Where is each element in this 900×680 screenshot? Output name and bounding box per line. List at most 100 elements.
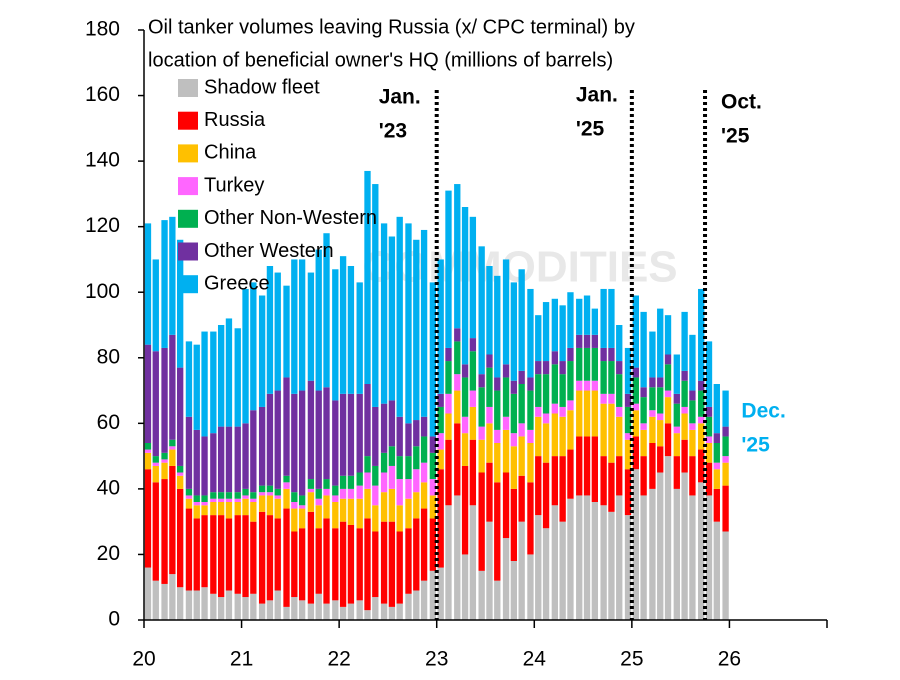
bar-segment bbox=[364, 610, 371, 620]
bar-segment bbox=[469, 351, 477, 391]
bar-segment bbox=[210, 502, 217, 516]
legend-swatch bbox=[178, 144, 198, 163]
bar-segment bbox=[600, 456, 607, 506]
bar-segment bbox=[608, 347, 615, 362]
bar-segment bbox=[283, 475, 290, 483]
bar-segment bbox=[583, 436, 591, 496]
bar-segment bbox=[624, 406, 632, 434]
bar-segment bbox=[722, 456, 729, 463]
bar-segment bbox=[478, 472, 485, 571]
bar-segment bbox=[689, 495, 696, 620]
bar-segment bbox=[364, 518, 371, 611]
bar-segment bbox=[469, 390, 477, 407]
bar-segment bbox=[185, 508, 193, 591]
bar-segment bbox=[169, 439, 176, 447]
bar-segment bbox=[201, 495, 208, 502]
annotation-label: '25 bbox=[576, 118, 605, 141]
bar-segment bbox=[176, 475, 184, 489]
bar-segment bbox=[576, 436, 583, 496]
bar-segment bbox=[234, 492, 241, 499]
bar-segment bbox=[445, 505, 452, 620]
bar-segment bbox=[518, 269, 525, 371]
bar-segment bbox=[347, 475, 355, 489]
bar-segment bbox=[298, 508, 306, 529]
bar-segment bbox=[405, 423, 412, 457]
bar-segment bbox=[388, 236, 396, 401]
bar-segment bbox=[364, 472, 371, 489]
bar-segment bbox=[591, 347, 599, 381]
bar-segment bbox=[567, 292, 574, 348]
bar-segment bbox=[388, 521, 396, 607]
legend: Shadow fleet Russia China Turkey Other Non-W… bbox=[178, 76, 377, 294]
bar-segment bbox=[689, 390, 696, 401]
bar-segment bbox=[274, 498, 281, 519]
bar-segment bbox=[527, 554, 534, 620]
bar-segment bbox=[283, 606, 290, 620]
bar-segment bbox=[713, 433, 720, 443]
bar-segment bbox=[169, 574, 176, 620]
axes: 0 20 40 60 80 100 120 140 160 180 20 21 22 23 24 25 26 bbox=[85, 18, 828, 671]
bar-segment bbox=[518, 521, 525, 620]
bar-segment bbox=[315, 498, 322, 506]
bar-segment bbox=[486, 521, 493, 620]
bar-segment bbox=[388, 446, 396, 466]
bar-segment bbox=[657, 446, 664, 473]
bar-segment bbox=[242, 597, 249, 620]
bar-segment bbox=[169, 465, 176, 575]
bar-segment bbox=[266, 485, 274, 493]
bar-segment bbox=[347, 498, 355, 525]
bar-segment bbox=[356, 472, 363, 486]
bar-segment bbox=[518, 436, 525, 476]
annotation-label: Jan. bbox=[576, 84, 618, 107]
bar-segment bbox=[608, 288, 615, 348]
bar-segment bbox=[632, 410, 639, 437]
bar-segment bbox=[217, 426, 225, 493]
bar-segment bbox=[274, 590, 281, 620]
bar-segment bbox=[673, 354, 680, 394]
bar-segment bbox=[664, 456, 672, 620]
bar-segment bbox=[445, 413, 452, 440]
bar-segment bbox=[445, 190, 452, 348]
bar-segment bbox=[640, 397, 647, 424]
bar-segment bbox=[315, 249, 322, 391]
bar-segment bbox=[551, 403, 559, 414]
annotation-label: Dec. bbox=[741, 400, 785, 423]
bar-segment bbox=[494, 275, 501, 378]
bar-segment bbox=[210, 492, 217, 499]
y-tick-label: 160 bbox=[85, 83, 120, 106]
bar-segment bbox=[445, 393, 452, 414]
bar-segment bbox=[364, 170, 371, 384]
bar-segment bbox=[616, 406, 623, 417]
bar-segment bbox=[664, 354, 672, 365]
bar-segment bbox=[298, 505, 306, 509]
annotations: Jan. '23 Jan. '25 Oct. '25 Dec. '25 bbox=[379, 84, 786, 620]
bar-segment bbox=[193, 590, 200, 620]
x-tick-label: 25 bbox=[620, 648, 643, 671]
bar-segment bbox=[518, 384, 525, 424]
bar-segment bbox=[291, 508, 298, 532]
bar-segment bbox=[161, 479, 168, 584]
bar-segment bbox=[600, 288, 607, 348]
bar-segment bbox=[640, 429, 647, 457]
bar-segment bbox=[542, 374, 550, 414]
bar-segment bbox=[185, 341, 193, 417]
bar-segment bbox=[494, 390, 501, 430]
annotation-label: Oct. bbox=[721, 91, 762, 114]
bar-segment bbox=[405, 479, 412, 499]
bar-segment bbox=[364, 384, 371, 457]
bar-segment bbox=[542, 413, 550, 424]
bar-segment bbox=[445, 361, 452, 394]
bar-segment bbox=[616, 456, 623, 496]
legend-label: Russia bbox=[204, 109, 266, 131]
bar-segment bbox=[624, 439, 632, 470]
bar-segment bbox=[315, 528, 322, 594]
bar-segment bbox=[396, 603, 403, 620]
bar-segment bbox=[583, 347, 591, 381]
bar-segment bbox=[201, 502, 208, 506]
bar-segment bbox=[429, 282, 437, 437]
bar-segment bbox=[356, 498, 363, 529]
x-tick-label: 23 bbox=[425, 648, 448, 671]
bar-segment bbox=[494, 443, 501, 483]
bar-segment bbox=[689, 423, 696, 430]
